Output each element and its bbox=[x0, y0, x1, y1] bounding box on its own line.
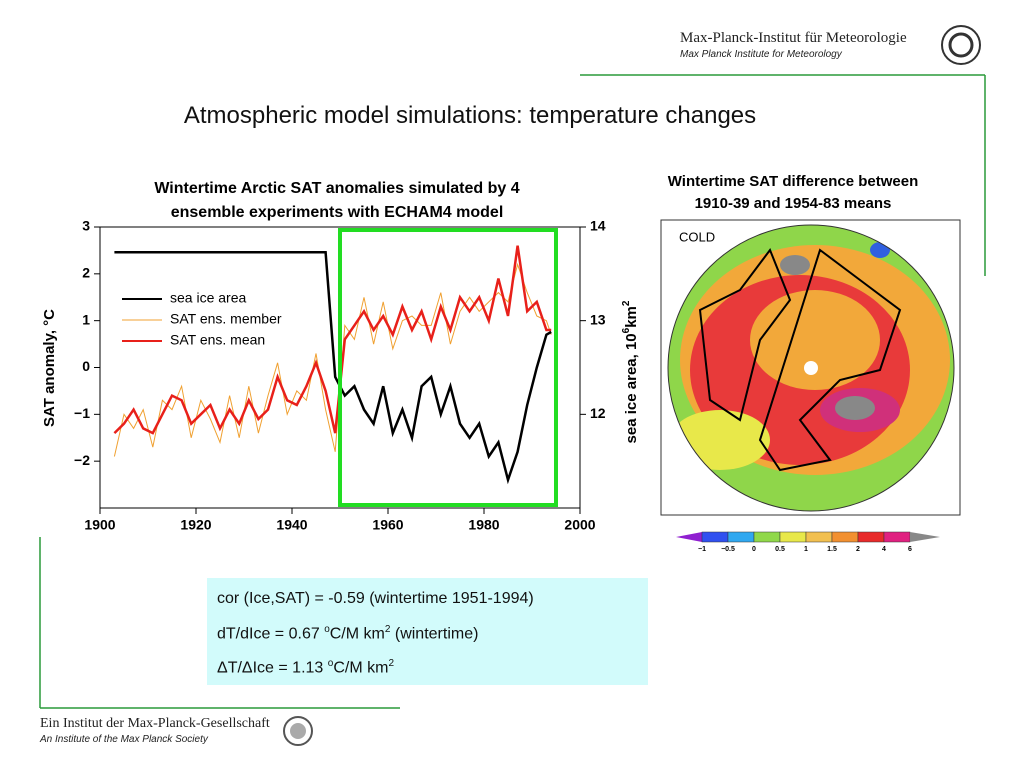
x-tick-label: 1980 bbox=[468, 517, 499, 533]
colorbar-label: 1 bbox=[804, 546, 808, 553]
x-tick-label: 1940 bbox=[276, 517, 307, 533]
map-label: COLD bbox=[679, 229, 715, 244]
colorbar-label: 0 bbox=[752, 546, 756, 553]
note-sup: 2 bbox=[388, 658, 394, 669]
colorbar-label: 2 bbox=[856, 546, 860, 553]
footer-society-en: An Institute of the Max Planck Society bbox=[40, 734, 208, 745]
y2-label-part: 6 bbox=[621, 327, 632, 333]
y-tick-label: 2 bbox=[82, 265, 90, 281]
colorbar-cell bbox=[727, 531, 755, 543]
note-sup: o bbox=[327, 658, 334, 669]
colorbar: −1 −0.5 0 0.5 1 1.5 2 4 6 bbox=[676, 531, 940, 553]
y2-label-part: 2 bbox=[621, 300, 632, 306]
x-tick-label: 1920 bbox=[180, 517, 211, 533]
note: ΔT/ΔIce = 1.13 oC/M km2 bbox=[217, 658, 394, 677]
footer-society: Ein Institut der Max-Planck-Gesellschaft bbox=[40, 716, 270, 731]
x-tick-label: 1960 bbox=[372, 517, 403, 533]
note-part: dT/dIce = 0.67 bbox=[217, 625, 325, 643]
colorbar-label: 6 bbox=[908, 546, 912, 553]
slide-title: Atmospheric model simulations: temperatu… bbox=[183, 102, 757, 129]
legend-label: SAT ens. mean bbox=[170, 332, 265, 348]
highlight-box bbox=[338, 228, 558, 507]
series-line bbox=[114, 251, 552, 485]
chart: Wintertime Arctic SAT anomalies simulate… bbox=[41, 180, 640, 532]
legend-label: SAT ens. member bbox=[170, 311, 282, 327]
colorbar-cell bbox=[857, 531, 885, 543]
note: dT/dIce = 0.67 oC/M km2 (wintertime) bbox=[217, 624, 478, 643]
plot-frame bbox=[99, 226, 581, 509]
legend-label: sea ice area bbox=[170, 290, 246, 306]
colorbar-cell bbox=[831, 531, 859, 543]
colorbar-cell bbox=[701, 531, 729, 543]
y-axis-label: SAT anomaly, °C bbox=[41, 309, 58, 427]
y-tick-label: 0 bbox=[82, 358, 90, 374]
note-part: ΔT/ΔIce = 1.13 bbox=[217, 659, 328, 677]
y-tick-label: −1 bbox=[74, 405, 90, 421]
header-institute: Max-Planck-Institut für Meteorologie bbox=[680, 30, 907, 46]
pole bbox=[804, 361, 818, 375]
x-tick-label: 1900 bbox=[84, 517, 115, 533]
note-part: C/M km bbox=[333, 659, 389, 677]
y2-label-part: km bbox=[623, 306, 640, 328]
y2-tick-label: 13 bbox=[590, 311, 606, 327]
chart-title: ensemble experiments with ECHAM4 model bbox=[171, 204, 504, 221]
colorbar-cell bbox=[779, 531, 807, 543]
colorbar-end bbox=[910, 532, 940, 542]
note-part: C/M km bbox=[329, 625, 385, 643]
map-title: Wintertime SAT difference between bbox=[668, 173, 918, 190]
y-tick-label: 1 bbox=[82, 311, 90, 327]
colorbar-cell bbox=[753, 531, 781, 543]
colorbar-cell bbox=[883, 531, 911, 543]
note-sup: o bbox=[324, 624, 330, 635]
logo bbox=[941, 25, 981, 65]
note-sup: 2 bbox=[384, 624, 391, 635]
y-tick-label: −2 bbox=[74, 452, 90, 468]
y2-label-part: sea ice area, 10 bbox=[623, 333, 640, 443]
colorbar-label: 0.5 bbox=[775, 546, 785, 553]
map-border bbox=[667, 224, 955, 512]
logo bbox=[283, 716, 313, 746]
y-tick-label: 3 bbox=[82, 218, 90, 234]
map-title: 1910-39 and 1954-83 means bbox=[695, 195, 892, 212]
x-tick-label: 2000 bbox=[564, 517, 595, 533]
colorbar-label: 1.5 bbox=[827, 546, 837, 553]
colorbar-cell bbox=[805, 531, 833, 543]
header-institute-en: Max Planck Institute for Meteorology bbox=[680, 49, 842, 60]
colorbar-label: −1 bbox=[698, 546, 706, 553]
series-line bbox=[113, 245, 552, 435]
note: cor (Ice,SAT) = -0.59 (wintertime 1951-1… bbox=[217, 590, 534, 607]
y2-tick-label: 14 bbox=[590, 218, 606, 234]
notes-box: cor (Ice,SAT) = -0.59 (wintertime 1951-1… bbox=[207, 578, 648, 685]
map: COLD Wintertime SAT difference between 1… bbox=[660, 173, 961, 516]
map-field bbox=[668, 225, 954, 511]
y2-axis-label: sea ice area, 106km2 bbox=[621, 300, 640, 443]
colorbar-label: 4 bbox=[882, 546, 886, 553]
colorbar-label: −0.5 bbox=[721, 546, 735, 553]
chart-title: Wintertime Arctic SAT anomalies simulate… bbox=[154, 180, 519, 197]
y2-tick-label: 12 bbox=[590, 405, 606, 421]
colorbar-end bbox=[676, 532, 702, 542]
note-part: (wintertime) bbox=[390, 625, 479, 643]
